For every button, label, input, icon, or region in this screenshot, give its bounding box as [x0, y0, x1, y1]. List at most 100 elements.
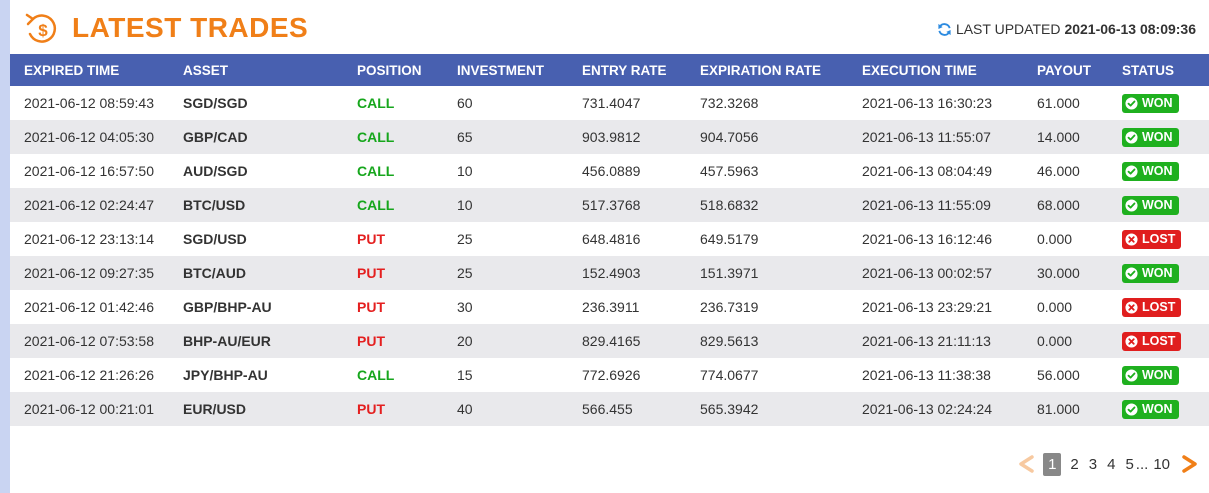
last-updated: LAST UPDATED 2021-06-13 08:09:36	[937, 21, 1196, 37]
cell-entry-rate: 903.9812	[582, 120, 700, 154]
page-ellipsis: ...	[1135, 455, 1149, 473]
cell-expiration-rate: 904.7056	[700, 120, 862, 154]
status-badge: WON	[1122, 127, 1179, 147]
cell-asset: BHP-AU/EUR	[183, 324, 357, 358]
x-circle-icon	[1125, 232, 1138, 246]
cell-entry-rate: 772.6926	[582, 367, 641, 383]
table-row: 2021-06-12 00:21:01 EUR/USD PUT 40 566.455 56…	[10, 392, 1209, 426]
column-header-expiration-rate: EXPIRATION RATE	[700, 54, 862, 86]
cell-entry-rate: 566.455	[582, 392, 700, 426]
last-updated-timestamp: 2021-06-13 08:09:36	[1064, 21, 1196, 37]
cell-asset: GBP/CAD	[183, 120, 357, 154]
cell-status: WON	[1122, 86, 1209, 120]
cell-investment: 65	[457, 120, 582, 154]
cell-entry-rate: 517.3768	[582, 188, 700, 222]
cell-execution-time: 2021-06-13 11:38:38	[862, 367, 991, 383]
table-header-row: EXPIRED TIME ASSET POSITION INVESTMENT ENTRY…	[10, 54, 1209, 86]
table-row: 2021-06-12 07:53:58 BHP-AU/EUR PUT 20 829.41…	[10, 324, 1209, 358]
status-label: WON	[1142, 266, 1173, 280]
cell-position: CALL	[357, 95, 395, 111]
table-body: 2021-06-12 08:59:43 SGD/SGD CALL 60 731.4047…	[10, 86, 1209, 426]
cell-asset: JPY/BHP-AU	[183, 367, 268, 383]
table-row: 2021-06-12 23:13:14 SGD/USD PUT 25 648.4816 6…	[10, 222, 1209, 256]
cell-payout: 61.000	[1037, 95, 1080, 111]
cell-execution-time: 2021-06-13 11:55:09	[862, 188, 1037, 222]
cell-execution-time: 2021-06-13 16:12:46	[862, 231, 992, 247]
cell-entry-rate: 456.0889	[582, 163, 641, 179]
status-badge: WON	[1122, 161, 1179, 181]
cell-status: LOST	[1122, 290, 1209, 324]
cell-asset: EUR/USD	[183, 392, 357, 426]
cell-status: LOST	[1122, 222, 1209, 256]
cell-expired-time: 2021-06-12 00:21:01	[10, 392, 183, 426]
svg-text:$: $	[38, 21, 48, 40]
cell-expiration-rate: 732.3268	[700, 95, 759, 111]
cell-execution-time: 2021-06-13 08:04:49	[862, 163, 992, 179]
cell-expiration-rate: 457.5963	[700, 163, 759, 179]
table-row: 2021-06-12 09:27:35 BTC/AUD PUT 25 152.4903 1…	[10, 256, 1209, 290]
status-label: WON	[1142, 368, 1173, 382]
page-title: LATEST TRADES	[72, 12, 309, 43]
table-row: 2021-06-12 08:59:43 SGD/SGD CALL 60 731.4047…	[10, 86, 1209, 120]
prev-page-icon[interactable]	[1017, 453, 1035, 475]
cell-execution-time: 2021-06-13 02:24:24	[862, 392, 1037, 426]
cell-expiration-rate: 565.3942	[700, 392, 862, 426]
table-row: 2021-06-12 02:24:47 BTC/USD CALL 10 517.3768…	[10, 188, 1209, 222]
status-badge: LOST	[1122, 297, 1182, 317]
cell-payout: 46.000	[1037, 163, 1080, 179]
status-badge: WON	[1122, 195, 1179, 215]
cell-expired-time: 2021-06-12 07:53:58	[10, 324, 183, 358]
table-row: 2021-06-12 04:05:30 GBP/CAD CALL 65 903.9812…	[10, 120, 1209, 154]
page-2[interactable]: 2	[1070, 455, 1079, 473]
cell-investment: 15	[457, 367, 473, 383]
cell-investment: 10	[457, 163, 473, 179]
check-circle-icon	[1125, 266, 1138, 280]
status-label: LOST	[1142, 334, 1176, 348]
refresh-icon[interactable]	[937, 22, 952, 37]
page-last[interactable]: 10	[1153, 455, 1170, 473]
page-1[interactable]: 1	[1043, 452, 1062, 476]
cell-expired-time: 2021-06-12 09:27:35	[10, 256, 183, 290]
cell-payout: 81.000	[1037, 392, 1122, 426]
cell-payout: 56.000	[1037, 367, 1080, 383]
cell-expired-time: 2021-06-12 01:42:46	[24, 299, 154, 315]
cell-position: CALL	[357, 120, 457, 154]
cell-investment: 25	[457, 231, 473, 247]
status-badge: WON	[1122, 365, 1179, 385]
cell-investment: 60	[457, 95, 473, 111]
next-page-icon[interactable]	[1181, 453, 1199, 475]
cell-status: LOST	[1122, 324, 1209, 358]
check-circle-icon	[1125, 368, 1138, 382]
status-badge: LOST	[1122, 331, 1182, 351]
dollar-refresh-icon: $	[25, 13, 57, 43]
page-5[interactable]: 5	[1125, 455, 1134, 473]
cell-payout: 30.000	[1037, 256, 1122, 290]
cell-expiration-rate: 774.0677	[700, 367, 759, 383]
x-circle-icon	[1125, 334, 1138, 348]
cell-asset: BTC/AUD	[183, 256, 357, 290]
status-badge: WON	[1122, 399, 1179, 419]
cell-investment: 40	[457, 392, 582, 426]
x-circle-icon	[1125, 300, 1138, 314]
cell-expiration-rate: 649.5179	[700, 231, 759, 247]
page-3[interactable]: 3	[1088, 455, 1098, 473]
last-updated-label: LAST UPDATED	[955, 21, 1061, 37]
cell-investment: 20	[457, 324, 582, 358]
column-header-entry-rate: ENTRY RATE	[582, 54, 700, 86]
cell-position: PUT	[357, 324, 457, 358]
cell-position: PUT	[357, 231, 385, 247]
cell-status: WON	[1122, 358, 1209, 392]
cell-expiration-rate: 518.6832	[700, 188, 862, 222]
status-badge: WON	[1122, 263, 1179, 283]
column-header-payout: PAYOUT	[1037, 54, 1122, 86]
cell-position: CALL	[357, 188, 457, 222]
latest-trades-panel: $ LATEST TRADES LAST UPDATED 2021-06-13 …	[10, 0, 1209, 493]
cell-investment: 30	[457, 299, 473, 315]
status-label: WON	[1142, 96, 1173, 110]
cell-asset: SGD/SGD	[183, 95, 248, 111]
cell-entry-rate: 152.4903	[582, 256, 700, 290]
page-4[interactable]: 4	[1107, 455, 1116, 473]
check-circle-icon	[1125, 130, 1138, 144]
